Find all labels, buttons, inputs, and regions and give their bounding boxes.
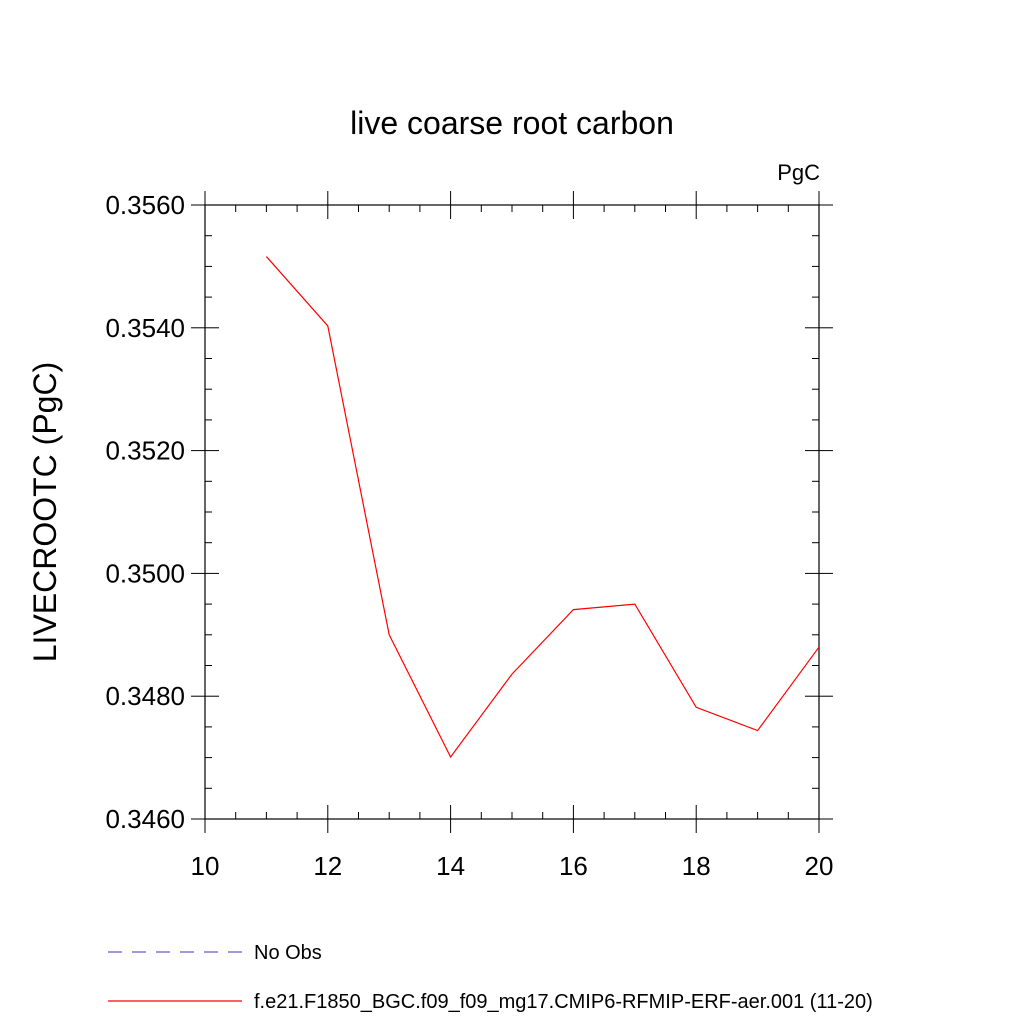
y-tick-label: 0.3560: [105, 190, 185, 220]
minor-ticks: [205, 205, 819, 819]
legend: No Obs f.e21.F1850_BGC.f09_f09_mg17.CMIP6…: [108, 942, 873, 1013]
y-axis-label: LIVECROOTC (PgC): [27, 362, 63, 662]
x-tick-label: 20: [805, 851, 834, 881]
major-ticks: [191, 191, 833, 833]
x-tick-label: 12: [313, 851, 342, 881]
y-tick-label: 0.3520: [105, 436, 185, 466]
x-tick-label: 16: [559, 851, 588, 881]
units-label: PgC: [777, 160, 820, 185]
x-tick-label: 10: [191, 851, 220, 881]
chart-title: live coarse root carbon: [350, 105, 674, 141]
legend-label: No Obs: [254, 942, 322, 964]
y-tick-label: 0.3460: [105, 804, 185, 834]
plot-frame: [204, 204, 820, 820]
y-tick-label: 0.3540: [105, 313, 185, 343]
series-layer: [265, 256, 820, 759]
series-line: [265, 256, 820, 759]
x-tick-label: 14: [436, 851, 465, 881]
y-tick-label: 0.3500: [105, 558, 185, 588]
tick-labels: 10 12 14 16 18 20 0.3460 0.3480 0.3500 0.3520 0.35…: [105, 190, 833, 881]
legend-label: f.e21.F1850_BGC.f09_f09_mg17.CMIP6-RFMIP…: [254, 991, 873, 1013]
x-tick-label: 18: [682, 851, 711, 881]
y-tick-label: 0.3480: [105, 681, 185, 711]
